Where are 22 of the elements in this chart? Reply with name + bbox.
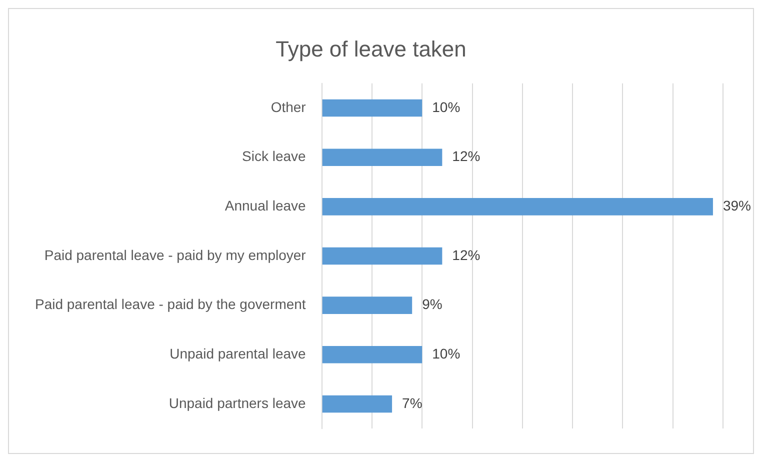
data-label: 7% <box>402 394 422 411</box>
bar <box>322 198 713 216</box>
y-tick-label: Other <box>270 98 306 115</box>
bar <box>322 148 442 166</box>
y-tick-label: Paid parental leave - paid by my employer <box>44 246 306 263</box>
y-tick-label: Unpaid partners leave <box>168 394 306 411</box>
bar <box>322 247 442 265</box>
bar <box>322 99 422 117</box>
data-label: 10% <box>432 345 460 362</box>
y-tick-label: Unpaid parental leave <box>170 345 306 362</box>
data-label: 39% <box>722 198 751 214</box>
data-label: 12% <box>452 246 480 263</box>
chart-title: Type of leave taken <box>276 36 466 62</box>
bar <box>322 395 392 413</box>
bar <box>322 346 422 364</box>
bar <box>322 296 412 314</box>
y-tick-label: Paid parental leave - paid by the goverment <box>34 296 306 312</box>
data-label: 12% <box>452 148 480 164</box>
y-tick-label: Sick leave <box>242 148 306 164</box>
data-label: 9% <box>422 296 442 312</box>
data-label: 10% <box>432 98 460 115</box>
y-tick-label: Annual leave <box>224 198 306 214</box>
